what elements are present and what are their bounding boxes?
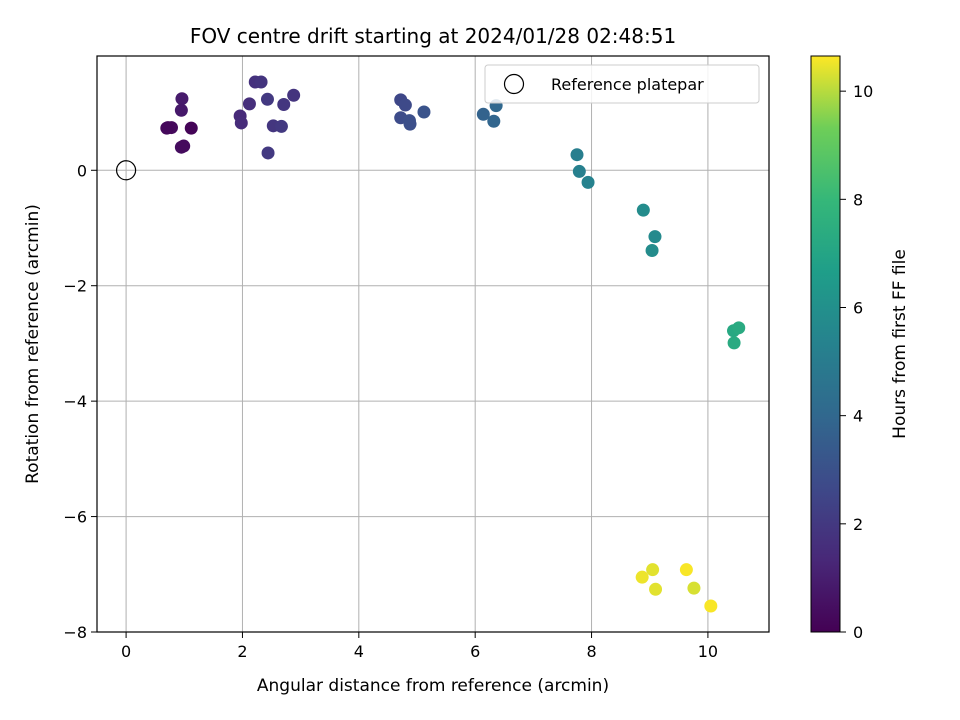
colorbar-tick-label: 10 [853, 82, 873, 101]
colorbar-label: Hours from first FF file [890, 249, 910, 439]
data-point [572, 164, 586, 178]
x-axis-label: Angular distance from reference (arcmin) [257, 676, 609, 696]
data-point [234, 116, 248, 130]
y-tick-label: 0 [77, 161, 87, 180]
reference-marker-layer [115, 160, 137, 181]
axis-ticks: 0 2 4 6 8 10 −8 −6 −4 −2 0 [63, 161, 718, 661]
data-points [160, 75, 746, 613]
data-point [727, 336, 741, 350]
data-point [242, 97, 256, 111]
colorbar-tick-label: 4 [853, 407, 863, 426]
data-point [570, 148, 584, 162]
data-point [417, 105, 431, 119]
x-tick-label: 8 [586, 642, 596, 661]
data-point [261, 146, 275, 160]
y-tick-label: −2 [63, 277, 87, 296]
data-point [704, 599, 718, 613]
legend-marker-icon [503, 73, 525, 95]
data-point [260, 92, 274, 106]
plot-frame [96, 55, 770, 633]
colorbar: 0 2 4 6 8 10 Hours from first FF file [810, 55, 910, 642]
data-point [679, 563, 693, 577]
data-point [184, 121, 198, 135]
data-point [645, 244, 659, 258]
legend: Reference platepar [484, 64, 760, 104]
colorbar-tick-label: 2 [853, 515, 863, 534]
data-point [487, 114, 501, 128]
data-point [287, 88, 301, 102]
reference-platepar-marker [115, 160, 137, 181]
data-point [646, 563, 660, 577]
data-point [403, 117, 417, 131]
y-tick-label: −4 [63, 392, 87, 411]
data-point [636, 203, 650, 217]
x-tick-label: 4 [354, 642, 364, 661]
data-point [160, 121, 174, 135]
data-point [687, 581, 701, 595]
colorbar-tick-label: 6 [853, 298, 863, 317]
colorbar-tick-label: 0 [853, 623, 863, 642]
legend-entry-reference: Reference platepar [551, 75, 704, 94]
x-tick-label: 6 [470, 642, 480, 661]
legend-box [484, 64, 760, 104]
data-point [177, 139, 191, 153]
data-point [648, 230, 662, 244]
y-axis-label: Rotation from reference (arcmin) [23, 204, 43, 484]
colorbar-ticks: 0 2 4 6 8 10 [840, 82, 873, 642]
data-point [274, 119, 288, 133]
data-point [476, 107, 490, 121]
data-point [732, 321, 746, 335]
data-point [254, 75, 268, 89]
chart-title: FOV centre drift starting at 2024/01/28 … [190, 24, 676, 48]
data-point [175, 92, 189, 106]
data-point [398, 98, 412, 112]
x-tick-label: 10 [698, 642, 718, 661]
y-tick-label: −6 [63, 508, 87, 527]
x-tick-label: 2 [237, 642, 247, 661]
data-point [649, 582, 663, 596]
x-tick-label: 0 [121, 642, 131, 661]
y-tick-label: −8 [63, 623, 87, 642]
data-point [277, 97, 291, 111]
grid-lines [97, 56, 769, 633]
colorbar-gradient [810, 55, 841, 633]
data-point [581, 175, 595, 189]
colorbar-tick-label: 8 [853, 190, 863, 209]
data-point [635, 570, 649, 584]
data-point [174, 103, 188, 117]
